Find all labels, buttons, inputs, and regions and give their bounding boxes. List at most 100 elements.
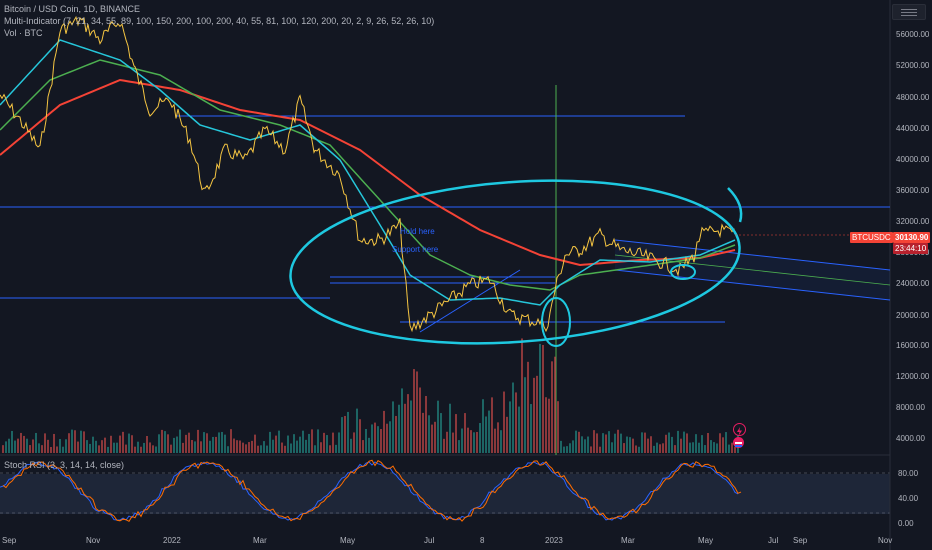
channel-top[interactable] (614, 239, 891, 271)
volume-bar (671, 436, 673, 453)
volume-bar (368, 437, 370, 453)
volume-bar (581, 436, 583, 453)
volume-bar (221, 431, 223, 453)
menu-icon[interactable] (892, 4, 926, 20)
volume-bar (395, 415, 397, 453)
volume-bar (677, 430, 679, 453)
volume-bar (548, 398, 550, 453)
volume-bar (464, 413, 466, 453)
volume-bar (239, 440, 241, 453)
volume-bar (317, 429, 319, 453)
volume-bar (104, 437, 106, 453)
volume-bar (530, 404, 532, 453)
price-axis-label: 12000.00 (896, 372, 930, 381)
volume-bar (14, 440, 16, 453)
volume-bar (185, 434, 187, 453)
volume-bar (692, 442, 694, 453)
volume-bar (413, 369, 415, 453)
volume-bar (11, 430, 13, 453)
volume-bar (179, 429, 181, 453)
flag-icon[interactable] (733, 437, 744, 448)
volume-bar (56, 446, 58, 453)
volume-bar (506, 416, 508, 453)
volume-bar (419, 387, 421, 453)
volume-bar (305, 439, 307, 453)
trendline[interactable] (419, 269, 521, 333)
volume-bar (617, 429, 619, 453)
volume-bar (68, 433, 70, 453)
volume-bar (470, 430, 472, 453)
volume-legend[interactable]: Vol · BTC (4, 28, 43, 38)
volume-bar (434, 421, 436, 453)
volume-bar (314, 445, 316, 453)
volume-bar (563, 446, 565, 453)
volume-bar (599, 446, 601, 453)
big-ellipse-marker[interactable] (285, 166, 745, 357)
volume-bar (440, 413, 442, 453)
volume-bar (134, 446, 136, 453)
volume-bar (620, 433, 622, 453)
volume-bar (632, 438, 634, 453)
volume-bar (623, 443, 625, 453)
annotation-hold[interactable]: Hold here (400, 227, 435, 236)
stoch-d-line (2, 459, 742, 522)
symbol-legend[interactable]: Bitcoin / USD Coin, 1D, BINANCE (4, 4, 141, 14)
volume-bar (554, 356, 556, 453)
volume-bar (203, 432, 205, 453)
volume-bar (452, 432, 454, 453)
volume-bar (734, 446, 736, 453)
channel-bottom[interactable] (614, 269, 891, 301)
volume-bar (371, 424, 373, 453)
ticker-price-tag[interactable]: 30130.90 (893, 232, 931, 243)
volume-bar (71, 429, 73, 453)
annotation-support[interactable]: Support here (392, 245, 439, 254)
volume-bar (443, 438, 445, 453)
volume-bar (122, 431, 124, 453)
volume-bar (332, 432, 334, 453)
volume-bar (722, 437, 724, 453)
ticker-symbol-tag[interactable]: BTCUSDC (850, 232, 893, 243)
indicator-legend[interactable]: Multi-Indicator (7, 21, 34, 55, 89, 100,… (4, 16, 435, 26)
volume-bar (299, 436, 301, 453)
volume-bar (704, 445, 706, 453)
tiny-ellipse-marker[interactable] (670, 264, 696, 280)
volume-bar (536, 375, 538, 453)
volume-bar (566, 446, 568, 453)
volume-bar (446, 431, 448, 453)
volume-bar (98, 445, 100, 453)
price-axis-label: 36000.00 (896, 186, 930, 195)
volume-bar (644, 432, 646, 453)
volume-bar (38, 443, 40, 453)
volume-bar (449, 403, 451, 453)
volume-bar (23, 435, 25, 453)
volume-bar (347, 411, 349, 453)
volume-bar (422, 412, 424, 453)
volume-bar (170, 444, 172, 453)
volume-bar (656, 442, 658, 453)
volume-bar (698, 442, 700, 453)
small-ellipse-marker[interactable] (541, 297, 571, 347)
stoch-legend[interactable]: Stoch RSI (3, 3, 14, 14, close) (4, 460, 125, 470)
volume-bar (635, 445, 637, 453)
volume-bar (578, 431, 580, 453)
volume-bar (695, 434, 697, 453)
time-axis-label: Sep (2, 536, 17, 545)
volume-bar (245, 444, 247, 453)
volume-bar (686, 433, 688, 453)
volume-bar (176, 436, 178, 453)
volume-bar (410, 400, 412, 453)
volume-bar (218, 432, 220, 453)
volume-bar (482, 399, 484, 453)
volume-bar (158, 434, 160, 453)
volume-bar (188, 432, 190, 453)
volume-bar (626, 436, 628, 453)
volume-bar (77, 441, 79, 453)
volume-bar (89, 443, 91, 453)
volume-bar (311, 429, 313, 453)
price-axis-label: 40000.00 (896, 155, 930, 164)
volume-bar (725, 432, 727, 453)
stoch-axis-label: 0.00 (898, 519, 914, 528)
lightning-icon[interactable] (733, 423, 746, 436)
volume-bar (719, 433, 721, 453)
